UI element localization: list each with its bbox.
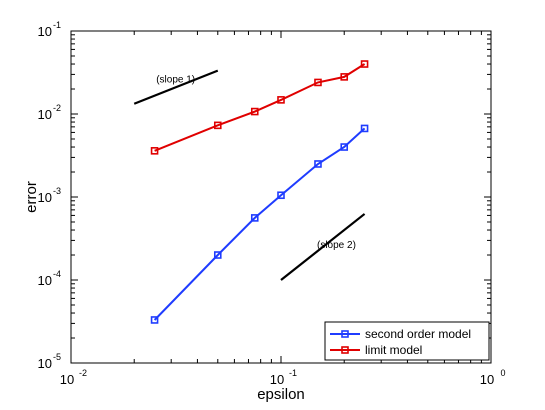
- legend: second order model limit model: [324, 321, 490, 361]
- y-axis-label: error: [23, 181, 40, 213]
- x-tick-label-exponent: -2: [79, 368, 87, 378]
- data-point: [314, 78, 322, 87]
- y-tick-label: 10: [38, 107, 52, 122]
- y-tick-label: 10: [38, 190, 52, 205]
- plot-area: [70, 30, 492, 364]
- reference-lines: (slope 1) (slope 2): [133, 69, 366, 281]
- data-point: [150, 147, 159, 155]
- y-tick-label-exponent: -1: [53, 20, 61, 30]
- x-tick-label: 10: [60, 372, 74, 387]
- data-point: [340, 143, 349, 151]
- data-series: [150, 60, 369, 324]
- data-point: [277, 96, 285, 104]
- data-point: [150, 316, 159, 324]
- legend-label: limit model: [365, 343, 422, 357]
- x-tick-label: 10: [480, 372, 494, 387]
- data-point: [360, 60, 369, 68]
- legend-swatch-marker: [341, 346, 349, 354]
- legend-swatch-marker: [341, 330, 349, 338]
- x-tick-label: 10: [270, 372, 284, 387]
- data-point: [360, 124, 369, 133]
- data-point: [277, 191, 285, 200]
- legend-label: second order model: [365, 327, 471, 341]
- y-tick-label-exponent: -4: [53, 269, 61, 279]
- y-tick-label: 10: [38, 24, 52, 39]
- data-point: [250, 107, 259, 116]
- data-point: [340, 73, 349, 81]
- x-tick-label-exponent: -1: [289, 368, 297, 378]
- reference-line: [133, 69, 219, 105]
- x-tick-label-exponent: 0: [500, 368, 505, 378]
- y-tick-label-exponent: -3: [53, 186, 61, 196]
- data-point: [314, 160, 322, 168]
- y-tick-labels: 10-510-410-310-210-1: [38, 20, 61, 371]
- reference-line-label: (slope 2): [317, 240, 356, 251]
- x-tick-labels: 10 -2 10 -1 10 0: [60, 368, 506, 387]
- y-tick-label: 10: [38, 356, 52, 371]
- data-point: [250, 214, 259, 222]
- x-axis-label: epsilon: [257, 386, 305, 403]
- data-point: [213, 121, 222, 130]
- y-tick-label-exponent: -2: [53, 103, 61, 113]
- data-point: [213, 251, 222, 259]
- legend-box: [324, 321, 490, 361]
- reference-line: [280, 213, 366, 281]
- y-tick-label-exponent: -5: [53, 352, 61, 362]
- reference-line-label: (slope 1): [156, 75, 195, 86]
- series-line: [154, 63, 366, 152]
- y-tick-label: 10: [38, 273, 52, 288]
- series-line: [153, 127, 366, 321]
